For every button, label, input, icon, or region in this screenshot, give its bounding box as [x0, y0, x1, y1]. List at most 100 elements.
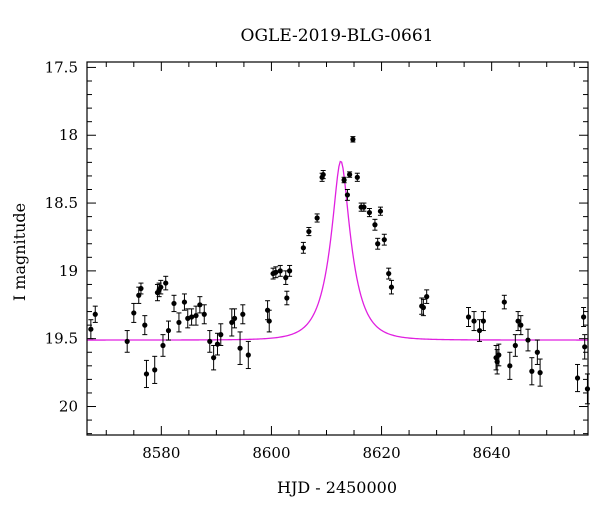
data-point [229, 308, 235, 337]
data-marker [158, 284, 164, 290]
data-point [525, 328, 531, 352]
data-marker [273, 269, 279, 275]
data-point [366, 207, 373, 218]
data-points-layer [88, 136, 591, 405]
data-marker [300, 245, 306, 251]
data-marker [375, 241, 381, 247]
data-marker [218, 332, 224, 338]
data-marker [372, 222, 378, 228]
data-marker [420, 304, 426, 311]
data-marker [284, 295, 290, 301]
data-marker [361, 204, 367, 210]
data-marker [341, 177, 347, 183]
data-point [160, 334, 166, 357]
data-point [381, 233, 387, 246]
data-marker [229, 319, 235, 326]
data-point [266, 309, 272, 333]
data-point [476, 319, 483, 342]
data-marker [525, 337, 531, 343]
model-curve [87, 160, 588, 341]
data-point [207, 330, 213, 353]
data-point [574, 363, 581, 393]
data-marker [142, 322, 148, 328]
data-point [537, 358, 543, 387]
data-point [171, 294, 177, 313]
data-point [138, 282, 144, 295]
data-point [361, 202, 367, 212]
data-point [512, 334, 518, 357]
chart-title: OGLE-2019-BLG-0661 [241, 26, 434, 46]
model-curve-layer [87, 160, 588, 341]
data-marker [283, 275, 289, 281]
data-marker [131, 310, 137, 316]
data-marker [529, 368, 535, 374]
data-marker [537, 370, 543, 376]
y-tick-label: 18.5 [45, 194, 78, 212]
data-marker [231, 315, 238, 321]
data-marker [350, 136, 356, 142]
data-point [507, 351, 513, 380]
data-marker [496, 352, 502, 358]
data-marker [582, 344, 588, 350]
data-marker [277, 268, 283, 274]
data-point [354, 172, 360, 182]
data-point [284, 290, 290, 306]
data-point [529, 357, 535, 386]
data-marker [314, 215, 320, 221]
data-point [314, 213, 320, 223]
x-tick-label: 8600 [252, 444, 290, 462]
data-point [320, 170, 326, 180]
data-point [92, 305, 98, 323]
data-marker [240, 311, 246, 317]
data-point [88, 319, 94, 340]
data-marker [377, 208, 384, 214]
data-point [143, 359, 150, 389]
data-marker [476, 327, 483, 334]
plot-frame [86, 61, 589, 436]
data-point [158, 279, 164, 295]
data-point [270, 267, 276, 280]
data-marker [189, 314, 195, 320]
data-marker [266, 318, 272, 324]
data-marker [347, 171, 353, 178]
data-marker [344, 192, 351, 198]
data-marker [143, 371, 150, 377]
data-point [386, 267, 392, 280]
data-point [176, 312, 182, 333]
data-point [300, 241, 306, 254]
data-point [237, 331, 243, 365]
data-point [240, 304, 246, 325]
data-marker [237, 345, 243, 351]
data-marker [320, 171, 326, 178]
data-point [372, 218, 378, 231]
data-marker [507, 363, 513, 369]
data-point [377, 206, 384, 216]
data-point [273, 266, 279, 279]
data-point [375, 237, 381, 250]
data-marker [518, 322, 524, 328]
y-tick-label: 19.5 [45, 330, 78, 348]
y-tick-label: 18 [59, 126, 78, 144]
data-point [218, 323, 224, 346]
data-point [201, 304, 207, 325]
data-marker [160, 342, 166, 349]
data-marker [197, 302, 203, 308]
data-marker [381, 237, 387, 243]
data-point [197, 296, 203, 314]
data-marker [512, 342, 518, 349]
data-point [518, 315, 524, 336]
data-marker [366, 209, 373, 216]
data-marker [287, 268, 293, 274]
data-marker [580, 314, 587, 320]
data-marker [211, 355, 217, 361]
data-marker [388, 284, 395, 290]
data-point [283, 270, 289, 285]
data-marker [165, 327, 172, 334]
data-point [306, 226, 312, 237]
data-marker [92, 311, 98, 317]
data-marker [245, 352, 251, 358]
data-point [580, 307, 587, 327]
data-marker [88, 326, 94, 332]
data-point [420, 298, 426, 317]
